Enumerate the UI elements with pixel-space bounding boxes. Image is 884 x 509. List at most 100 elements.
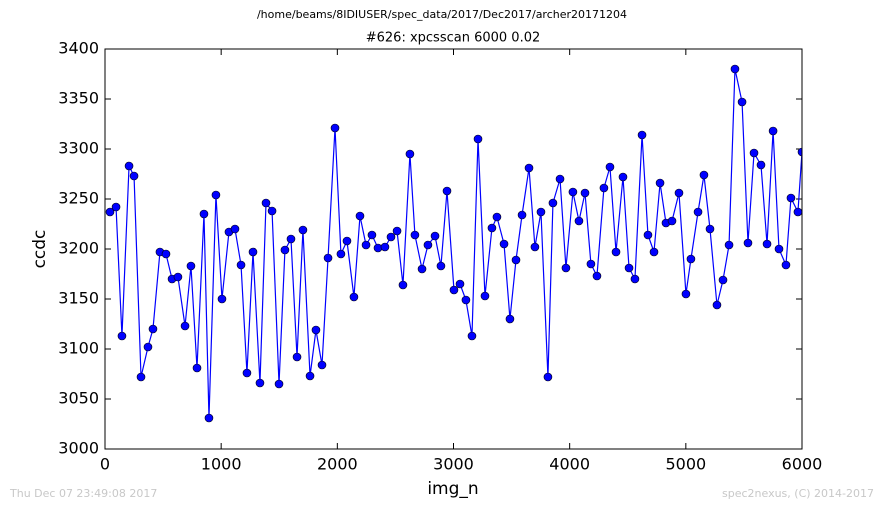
data-point: [592, 271, 602, 281]
data-point: [568, 187, 578, 197]
data-point: [517, 210, 527, 220]
footer-right: spec2nexus, (C) 2014-2017: [722, 487, 874, 500]
data-point: [349, 292, 359, 302]
data-point: [768, 126, 778, 136]
data-point: [724, 240, 734, 250]
data-point: [511, 255, 521, 265]
y-tick-label: 3350: [58, 89, 99, 108]
data-point: [117, 331, 127, 341]
data-point: [129, 171, 139, 181]
data-point: [423, 240, 433, 250]
data-point: [548, 198, 558, 208]
y-tick-label: 3200: [58, 239, 99, 258]
data-point: [743, 238, 753, 248]
data-point: [380, 242, 390, 252]
data-point: [436, 261, 446, 271]
data-point: [580, 188, 590, 198]
data-point: [524, 163, 534, 173]
footer-left: Thu Dec 07 23:49:08 2017: [9, 487, 157, 500]
data-point: [649, 247, 659, 257]
data-point: [398, 280, 408, 290]
data-point: [492, 212, 502, 222]
data-point: [305, 371, 315, 381]
y-tick-label: 3100: [58, 339, 99, 358]
data-point: [667, 216, 677, 226]
data-point: [574, 216, 584, 226]
y-tick-label: 3300: [58, 139, 99, 158]
data-point: [449, 285, 459, 295]
data-point: [230, 224, 240, 234]
data-point: [793, 207, 802, 217]
y-tick-label: 3250: [58, 189, 99, 208]
data-point: [781, 260, 791, 270]
data-point: [124, 161, 134, 171]
data-point: [417, 264, 427, 274]
data-point: [699, 170, 709, 180]
data-point: [204, 413, 214, 423]
x-tick-label: 5000: [665, 455, 706, 474]
plot-frame: [104, 48, 803, 450]
chart-title: #626: xpcsscan 6000 0.02: [366, 31, 541, 46]
data-point: [637, 130, 647, 140]
x-tick-label: 1000: [201, 455, 242, 474]
data-point: [148, 324, 158, 334]
data-point: [267, 206, 277, 216]
data-point: [280, 245, 290, 255]
data-point: [161, 249, 171, 259]
data-point: [392, 226, 402, 236]
data-point: [756, 160, 766, 170]
data-point: [718, 275, 728, 285]
data-point: [705, 224, 715, 234]
x-tick-label: 6000: [782, 455, 823, 474]
y-tick-label: 3400: [58, 39, 99, 58]
data-point: [386, 232, 396, 242]
y-axis-label: ccdc: [30, 230, 50, 269]
data-point: [599, 183, 609, 193]
data-point: [286, 234, 296, 244]
data-point: [105, 207, 115, 217]
data-point: [342, 236, 352, 246]
data-point: [111, 202, 121, 212]
data-point: [292, 352, 302, 362]
data-point: [561, 263, 571, 273]
data-point: [430, 231, 440, 241]
data-point: [192, 363, 202, 373]
suptitle: /home/beams/8IDIUSER/spec_data/2017/Dec2…: [257, 8, 627, 21]
data-point: [242, 368, 252, 378]
data-point: [618, 172, 628, 182]
x-tick-label: 4000: [549, 455, 590, 474]
data-point: [180, 321, 190, 331]
data-point: [143, 342, 153, 352]
data-point: [317, 360, 327, 370]
series-line: [109, 68, 802, 419]
data-point: [611, 247, 621, 257]
x-tick-label: 2000: [317, 455, 358, 474]
data-point: [136, 372, 146, 382]
data-point: [624, 263, 634, 273]
data-point: [586, 259, 596, 269]
data-point: [536, 207, 546, 217]
data-point: [410, 230, 420, 240]
data-point: [686, 254, 696, 264]
data-point: [336, 249, 346, 259]
data-point: [261, 198, 271, 208]
y-tick-label: 3050: [58, 389, 99, 408]
data-point: [367, 230, 377, 240]
x-tick-label: 0: [100, 455, 110, 474]
data-point: [255, 378, 265, 388]
data-point: [473, 134, 483, 144]
data-point: [730, 64, 740, 74]
data-point: [442, 186, 452, 196]
data-point: [199, 209, 209, 219]
data-point: [555, 174, 565, 184]
data-point: [655, 178, 665, 188]
data-point: [605, 162, 615, 172]
data-point: [712, 300, 722, 310]
data-point: [530, 242, 540, 252]
data-point: [361, 240, 371, 250]
y-tick-label: 3000: [58, 439, 99, 458]
data-point: [762, 239, 772, 249]
data-point: [173, 272, 183, 282]
data-point: [505, 314, 515, 324]
data-point: [499, 239, 509, 249]
